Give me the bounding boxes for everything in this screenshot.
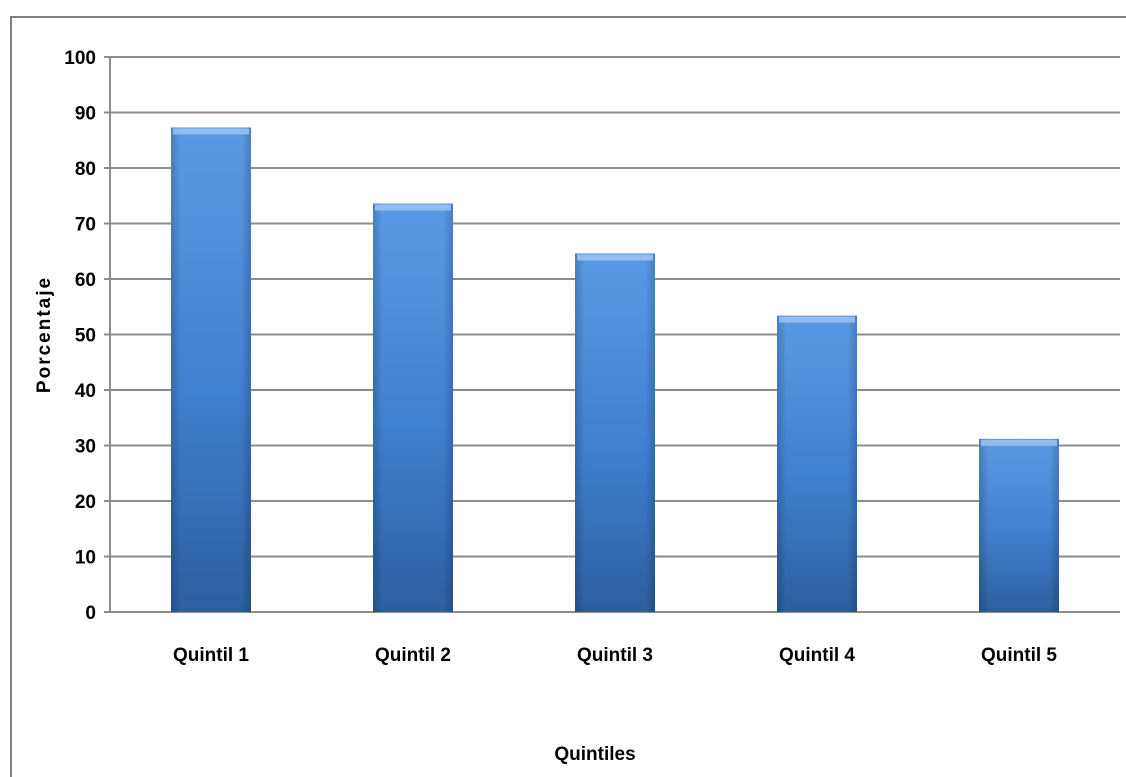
bar-highlight (375, 204, 451, 211)
bar-highlight (981, 439, 1057, 446)
x-category-label: Quintil 4 (779, 645, 855, 666)
y-tick-label: 80 (75, 159, 96, 180)
x-axis-title: Quintiles (554, 744, 635, 765)
bar (979, 438, 1059, 612)
bar-highlight (577, 254, 653, 261)
y-tick-labels: 0 10 20 30 40 50 60 70 80 90 100 (64, 48, 96, 624)
bar-shading (171, 127, 251, 613)
bar (171, 127, 251, 613)
x-category-label: Quintil 3 (577, 645, 653, 666)
x-category-label: Quintil 2 (375, 645, 451, 666)
bar-shading (373, 203, 453, 612)
bar (575, 253, 655, 612)
y-tick-label: 70 (75, 215, 96, 236)
bar-shading (575, 253, 655, 612)
y-tick-label: 30 (75, 437, 96, 458)
bars (171, 127, 1059, 613)
x-category-label: Quintil 5 (981, 645, 1057, 666)
y-tick-label: 20 (75, 492, 96, 513)
y-tick-label: 0 (85, 603, 96, 624)
y-tick-label: 60 (75, 270, 96, 291)
x-category-label: Quintil 1 (173, 645, 249, 666)
bar-highlight (779, 316, 855, 323)
y-tick-label: 40 (75, 381, 96, 402)
bar-shading (979, 438, 1059, 612)
bar (373, 203, 453, 612)
y-tick-label: 100 (64, 48, 96, 69)
y-tick-label: 50 (75, 326, 96, 347)
bar (777, 315, 857, 612)
y-axis-title: Porcentaje (34, 276, 55, 393)
y-tick-label: 10 (75, 548, 96, 569)
bar-shading (777, 315, 857, 612)
y-tick-label: 90 (75, 104, 96, 125)
bar-highlight (173, 128, 249, 135)
x-category-labels: Quintil 1 Quintil 2 Quintil 3 Quintil 4 Quin… (173, 645, 1057, 666)
